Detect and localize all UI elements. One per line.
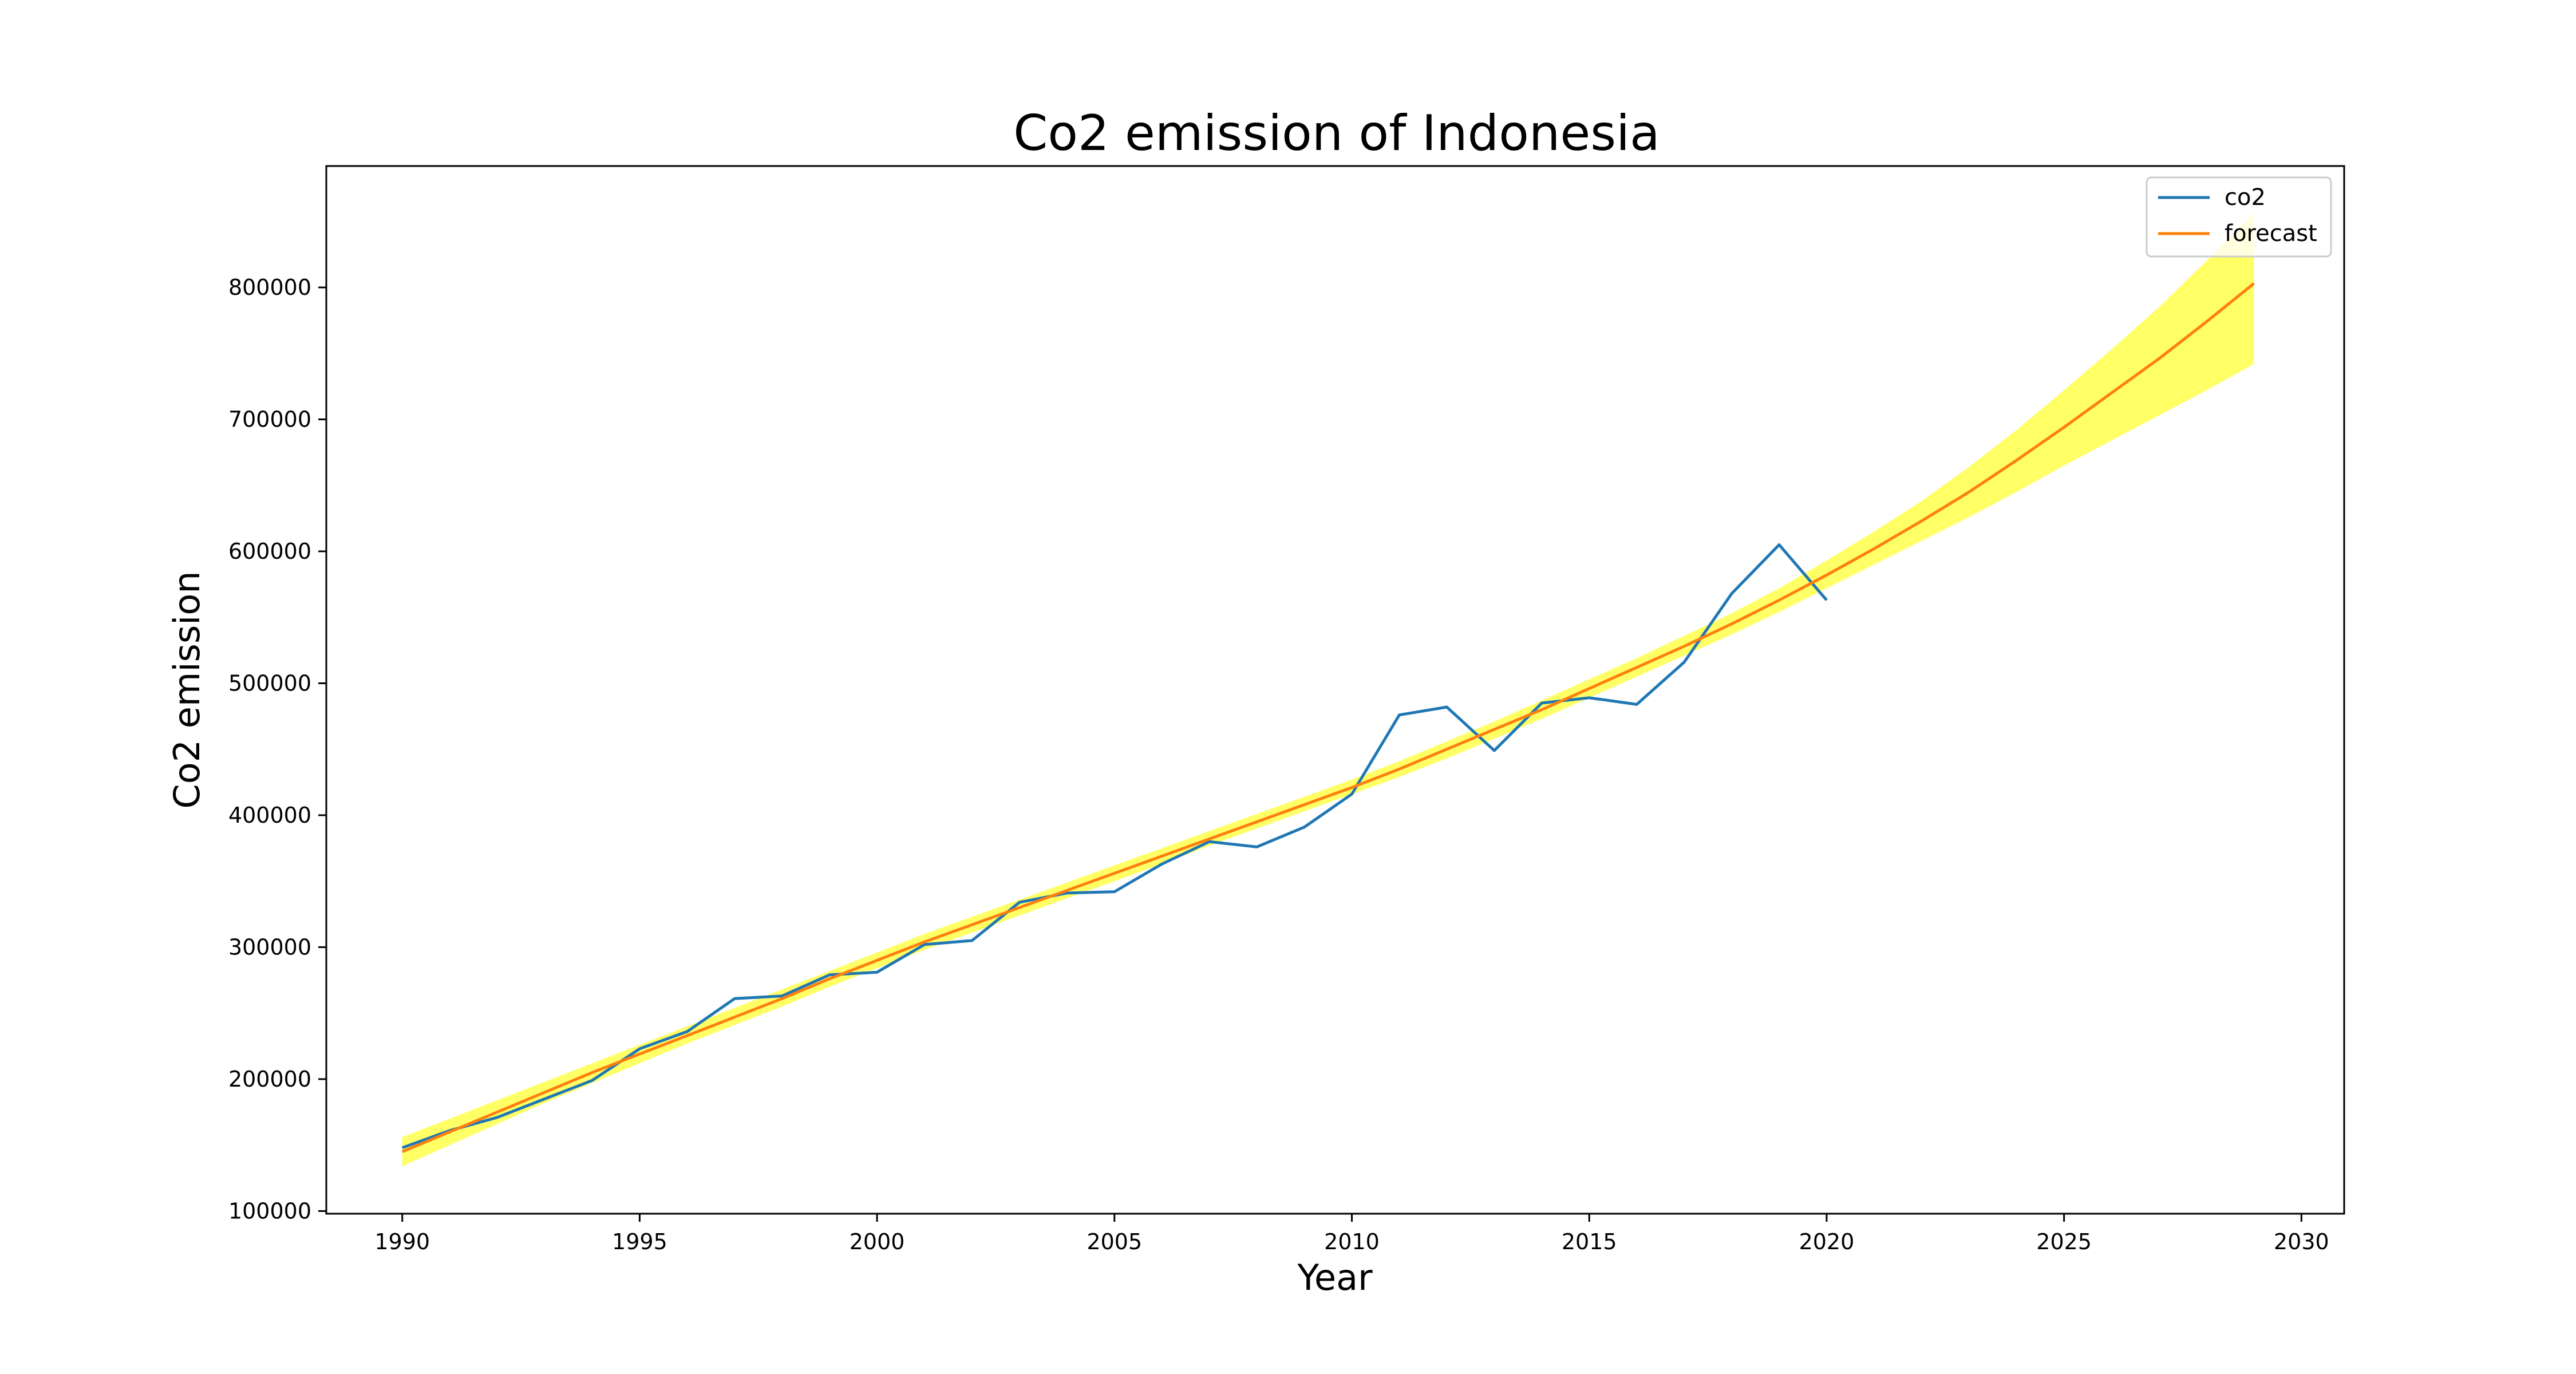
x-tick-label: 2030 — [2274, 1229, 2329, 1254]
y-axis-ticks: 100000 200000 300000 400000 500000 600000 7000… — [228, 275, 326, 1223]
x-tick-label: 2025 — [2036, 1229, 2092, 1254]
x-tick-label: 2010 — [1324, 1229, 1380, 1254]
x-tick-label: 2005 — [1086, 1229, 1142, 1254]
series-line-co2 — [401, 543, 1828, 1150]
plot-frame — [325, 165, 2345, 1215]
legend: co2 forecast — [2146, 176, 2332, 258]
y-tick-label: 800000 — [228, 275, 311, 300]
legend-label-forecast: forecast — [2225, 220, 2317, 247]
x-axis-title: Year — [1297, 1257, 1373, 1298]
y-axis-title: Co2 emission — [166, 571, 208, 808]
y-tick-label: 200000 — [228, 1067, 311, 1092]
x-tick-label: 1995 — [612, 1229, 667, 1254]
y-tick-label: 400000 — [228, 803, 311, 828]
series-line-forecast — [401, 282, 2255, 1154]
x-tick-label: 2020 — [1799, 1229, 1855, 1254]
x-tick-label: 2015 — [1562, 1229, 1617, 1254]
y-tick-label: 700000 — [228, 407, 311, 432]
x-tick-label: 2000 — [850, 1229, 905, 1254]
y-tick-label: 100000 — [228, 1198, 311, 1223]
y-tick-label: 500000 — [228, 670, 311, 696]
y-tick-label: 600000 — [228, 539, 311, 564]
legend-label-co2: co2 — [2225, 184, 2266, 211]
x-axis-ticks: 1990 1995 2000 2005 2010 2015 2020 2025 2030 — [374, 1214, 2329, 1254]
chart-title: Co2 emission of Indonesia — [1013, 105, 1660, 162]
forecast-confidence-band — [402, 212, 2254, 1167]
plot-area — [401, 212, 2255, 1167]
y-tick-label: 300000 — [228, 934, 311, 960]
x-tick-label: 1990 — [374, 1229, 430, 1254]
